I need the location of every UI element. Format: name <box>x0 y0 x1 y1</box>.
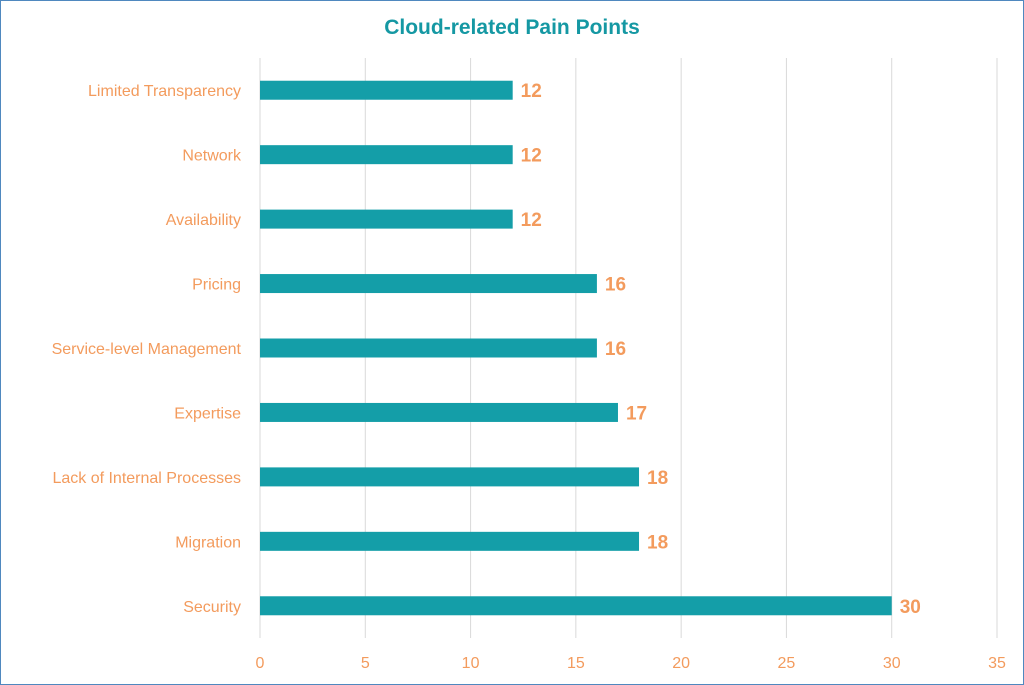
category-label: Limited Transparency <box>88 83 241 100</box>
category-label: Migration <box>175 534 241 551</box>
bar-availability <box>260 209 513 229</box>
category-label: Security <box>183 599 241 616</box>
x-tick-label-20: 20 <box>672 655 690 672</box>
bar-expertise <box>260 402 618 422</box>
category-label: Network <box>182 148 242 165</box>
x-tick-label-5: 5 <box>361 655 370 672</box>
category-label: Pricing <box>192 277 241 294</box>
category-label: Service-level Management <box>52 341 242 358</box>
category-label: Lack of Internal Processes <box>52 470 241 487</box>
value-label: 12 <box>521 81 542 102</box>
bar-lack-of-internal-processes <box>260 467 640 487</box>
bar-network <box>260 145 513 165</box>
bar-security <box>260 596 892 616</box>
x-tick-label-35: 35 <box>988 655 1006 672</box>
bar-limited-transparency <box>260 80 513 100</box>
value-label: 12 <box>521 146 542 167</box>
bar-service-level-management <box>260 338 597 358</box>
x-tick-label-25: 25 <box>778 655 796 672</box>
x-tick-label-0: 0 <box>256 655 265 672</box>
bar-pricing <box>260 274 597 294</box>
x-axis-tick-labels: 0 5 10 15 20 25 30 35 <box>256 655 1006 672</box>
value-label: 18 <box>647 532 668 553</box>
chart-title: Cloud-related Pain Points <box>384 16 640 39</box>
bar-migration <box>260 531 640 551</box>
value-label: 17 <box>626 403 647 424</box>
value-label: 12 <box>521 210 542 231</box>
category-labels: Limited Transparency Network Availability P… <box>52 83 242 616</box>
category-label: Availability <box>166 212 241 229</box>
x-tick-label-30: 30 <box>883 655 901 672</box>
value-label: 30 <box>900 597 921 618</box>
value-label: 18 <box>647 468 668 489</box>
value-labels: 12 12 12 16 16 17 18 18 30 <box>521 81 921 618</box>
value-label: 16 <box>605 339 626 360</box>
category-label: Expertise <box>174 405 241 422</box>
x-tick-label-10: 10 <box>462 655 480 672</box>
value-label: 16 <box>605 275 626 296</box>
bars <box>260 80 892 616</box>
x-tick-label-15: 15 <box>567 655 585 672</box>
